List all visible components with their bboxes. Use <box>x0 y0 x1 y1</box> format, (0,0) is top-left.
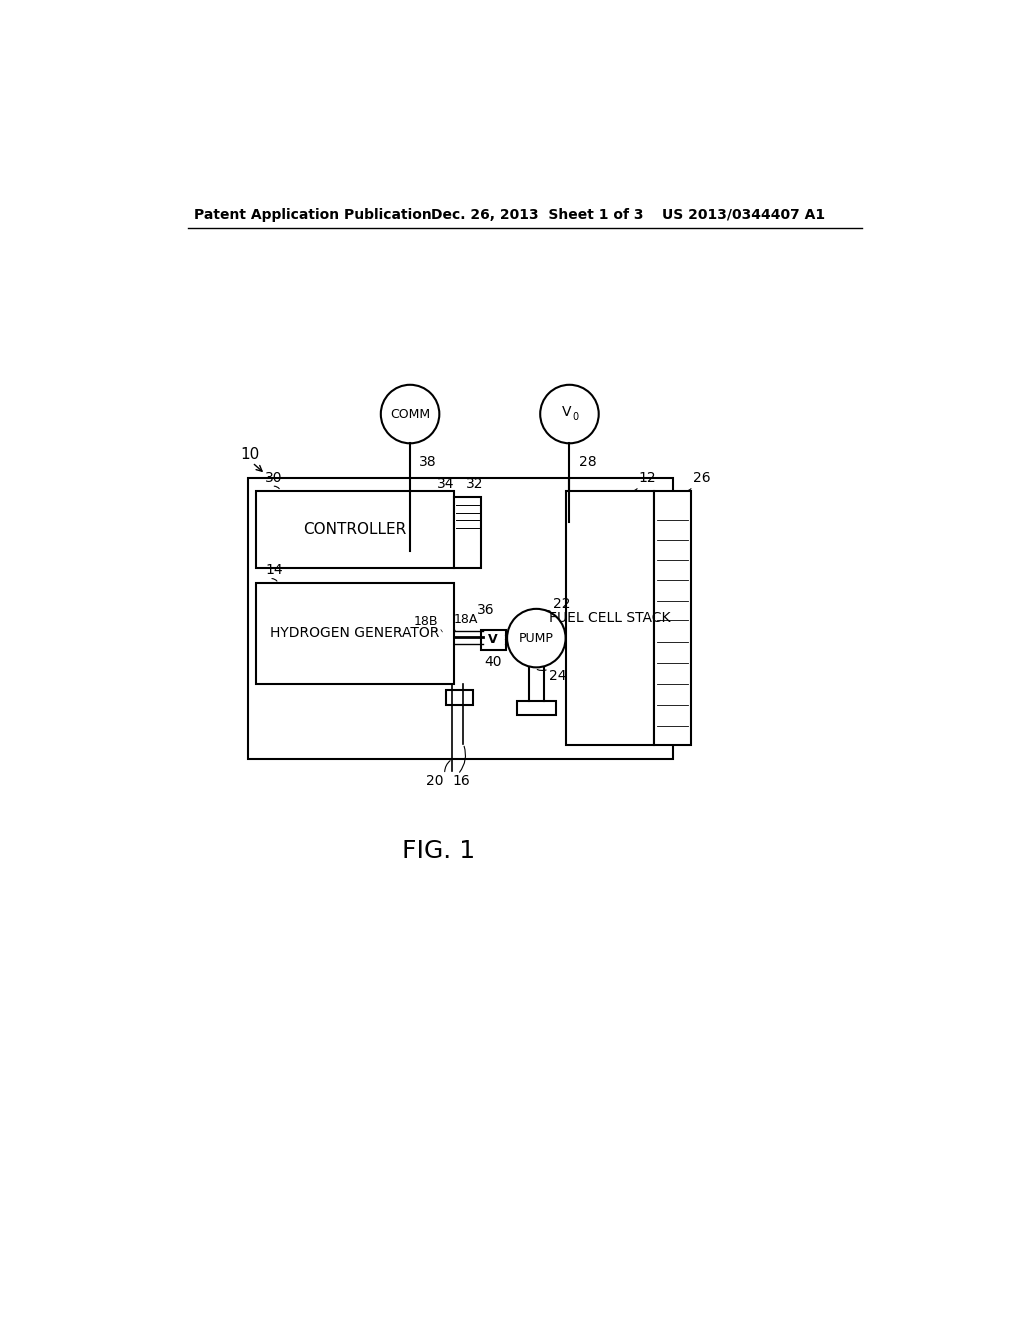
Text: 26: 26 <box>692 471 711 484</box>
Text: 30: 30 <box>265 471 283 484</box>
Text: 36: 36 <box>477 602 495 616</box>
Bar <box>256 491 454 568</box>
Text: 18B: 18B <box>414 615 438 628</box>
Text: 14: 14 <box>265 564 283 577</box>
Text: 18A: 18A <box>454 612 478 626</box>
Text: HYDROGEN GENERATOR: HYDROGEN GENERATOR <box>270 627 439 640</box>
Bar <box>565 491 654 744</box>
Text: 32: 32 <box>466 477 483 491</box>
Text: Patent Application Publication: Patent Application Publication <box>194 207 431 222</box>
Text: 34: 34 <box>436 477 454 491</box>
Text: COMM: COMM <box>390 408 430 421</box>
Bar <box>481 630 506 649</box>
Bar <box>256 583 454 684</box>
Text: FUEL CELL STACK: FUEL CELL STACK <box>549 611 671 626</box>
Text: 28: 28 <box>579 455 596 469</box>
Text: FIG. 1: FIG. 1 <box>402 840 475 863</box>
Bar <box>446 690 473 705</box>
Bar <box>654 491 691 744</box>
Text: 20: 20 <box>426 775 444 788</box>
Text: 16: 16 <box>453 775 470 788</box>
Text: Dec. 26, 2013  Sheet 1 of 3: Dec. 26, 2013 Sheet 1 of 3 <box>431 207 643 222</box>
Text: 24: 24 <box>549 669 566 682</box>
Text: 0: 0 <box>572 412 579 422</box>
Circle shape <box>507 609 565 668</box>
Text: 40: 40 <box>484 655 502 669</box>
Circle shape <box>541 385 599 444</box>
Bar <box>249 478 674 759</box>
Text: US 2013/0344407 A1: US 2013/0344407 A1 <box>662 207 825 222</box>
Bar <box>454 498 481 568</box>
Text: 38: 38 <box>419 455 437 469</box>
Text: PUMP: PUMP <box>519 631 554 644</box>
Bar <box>517 701 556 715</box>
Text: V: V <box>561 405 571 418</box>
Text: 10: 10 <box>240 447 259 462</box>
Text: 22: 22 <box>553 597 570 611</box>
Text: CONTROLLER: CONTROLLER <box>303 521 407 537</box>
Text: V: V <box>488 634 498 647</box>
Text: 12: 12 <box>639 471 656 484</box>
Circle shape <box>381 385 439 444</box>
